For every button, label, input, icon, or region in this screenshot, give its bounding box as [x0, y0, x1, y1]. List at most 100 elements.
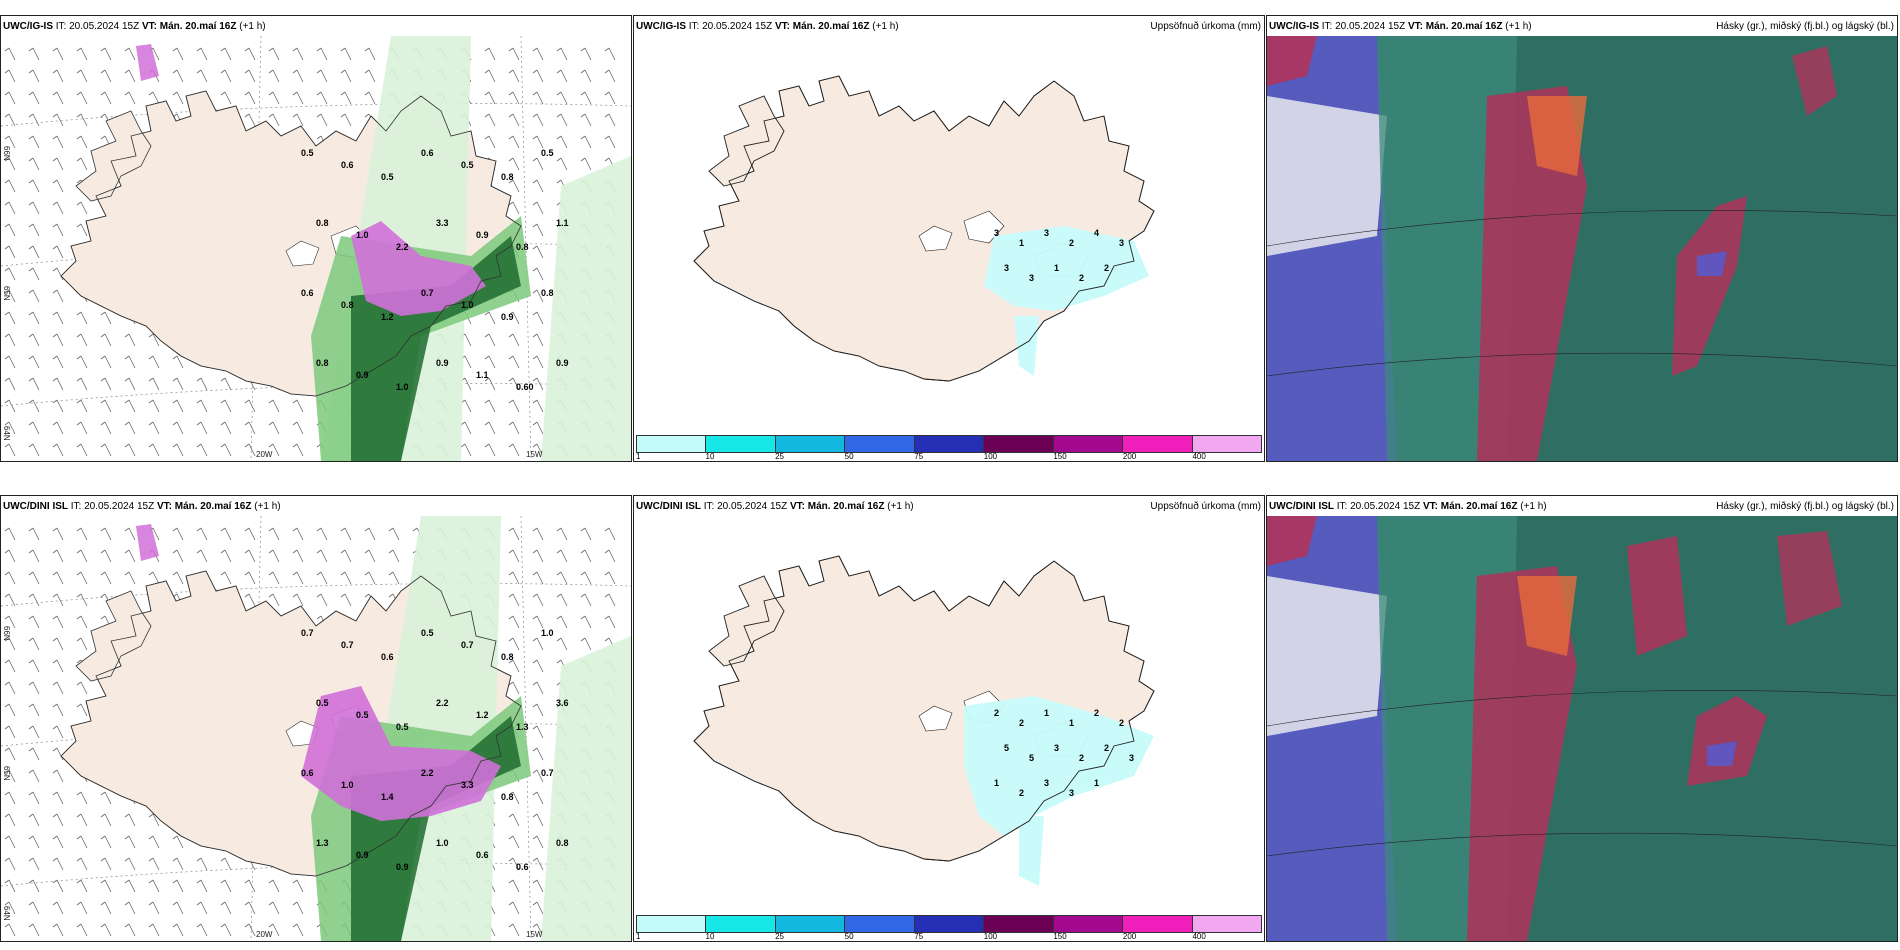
precip-value-label: 3.6 — [556, 698, 569, 708]
panel-row1-accum-precip: UWC/IG-IS IT: 20.05.2024 15Z VT: Mán. 20… — [633, 15, 1265, 462]
accum-value-label: 3 — [994, 228, 999, 238]
colorbar-label: 75 — [914, 932, 924, 941]
valid-time-label: VT: Mán. 20.maí 16Z — [789, 501, 885, 512]
lead-time-label: (+1 h) — [1520, 501, 1547, 512]
precip-value-label: 0.8 — [501, 172, 514, 182]
colorbar-swatch — [706, 436, 776, 452]
precip-value-label: 1.0 — [356, 230, 369, 240]
accum-value-label: 2 — [1104, 263, 1109, 273]
precip-value-label: 0.5 — [396, 722, 409, 732]
colorbar-swatch — [1123, 436, 1193, 452]
field-label: Hásky (gr.), miðský (fj.bl.) og lágský (… — [1716, 501, 1894, 512]
valid-time-label: VT: Mán. 20.maí 16Z — [141, 21, 237, 32]
map-accum-precip: 3 1 3 2 4 3 3 3 1 2 2 — [634, 36, 1264, 429]
colorbar-swatch — [984, 436, 1054, 452]
colorbar: 1 10 25 50 75 100 150 200 400 — [634, 433, 1264, 461]
model-label: UWC/DINI ISL — [636, 501, 701, 512]
precip-value-label: 0.5 — [301, 148, 314, 158]
colorbar-label: 10 — [705, 452, 715, 461]
precip-value-label: 0.8 — [556, 838, 569, 848]
precip-value-label: 0.7 — [341, 640, 354, 650]
precip-value-label: 0.6 — [381, 652, 394, 662]
precip-value-label: 1.0 — [461, 300, 474, 310]
cloud-field — [1267, 516, 1842, 941]
precip-value-label: 1.0 — [541, 628, 554, 638]
colorbar-swatch — [845, 916, 915, 932]
precip-value-label: 0.8 — [341, 300, 354, 310]
panel-row1-cloud-cover: UWC/IG-IS IT: 20.05.2024 15Z VT: Mán. 20… — [1266, 15, 1898, 462]
colorbar-swatch — [637, 436, 707, 452]
precip-value-label: 1.1 — [476, 370, 489, 380]
panel-row2-cloud-cover: UWC/DINI ISL IT: 20.05.2024 15Z VT: Mán.… — [1266, 495, 1898, 942]
precip-value-label: 0.6 — [341, 160, 354, 170]
accum-value-label: 2 — [994, 708, 999, 718]
lat-label: 66N — [2, 626, 11, 641]
precip-value-label: 0.5 — [461, 160, 474, 170]
precip-value-labels: 0.5 0.6 0.5 0.6 0.5 0.8 0.5 0.8 1.0 2.2 3.3 0.9 0.8 1… — [301, 148, 569, 392]
colorbar-label: 150 — [1053, 932, 1067, 941]
lead-time-label: (+1 h) — [239, 21, 266, 32]
panel-row2-precip-wind: UWC/DINI ISL IT: 20.05.2024 15Z VT: Mán.… — [0, 495, 632, 942]
precip-value-label: 0.6 — [476, 850, 489, 860]
colorbar-label: 100 — [983, 932, 998, 941]
colorbar-label: 1 — [636, 452, 641, 461]
field-label: Uppsöfnuð úrkoma (mm) — [1150, 21, 1261, 32]
colorbar-label: 25 — [775, 452, 785, 461]
panel-title: UWC/IG-IS IT: 20.05.2024 15Z VT: Mán. 20… — [636, 21, 899, 32]
init-time-label: IT: 20.05.2024 15Z — [688, 21, 773, 32]
model-label: UWC/IG-IS — [636, 21, 686, 32]
precip-value-label: 1.2 — [476, 710, 489, 720]
precip-value-label: 1.0 — [396, 382, 409, 392]
valid-time-label: VT: Mán. 20.maí 16Z — [156, 501, 252, 512]
field-label: Uppsöfnuð úrkoma (mm) — [1150, 501, 1261, 512]
precip-value-label: 0.5 — [316, 698, 329, 708]
precip-value-label: 0.5 — [381, 172, 394, 182]
precip-value-label: 0.9 — [556, 358, 569, 368]
precip-value-label: 1.3 — [516, 722, 529, 732]
colorbar-label: 50 — [844, 452, 854, 461]
colorbar-label: 200 — [1122, 932, 1137, 941]
colorbar-swatch — [775, 436, 846, 452]
precip-value-label: 0.8 — [316, 358, 329, 368]
precip-value-label: 0.8 — [541, 288, 554, 298]
colorbar-swatches — [636, 915, 1262, 933]
precip-value-labels: 0.7 0.7 0.6 0.5 0.7 0.8 1.0 0.5 0.5 0.5 2.2 1.2 1.3 3… — [301, 628, 569, 872]
precip-value-label: 0.8 — [316, 218, 329, 228]
accum-value-label: 5 — [1004, 743, 1009, 753]
lat-label: 64N — [2, 906, 11, 921]
colorbar-label: 100 — [983, 452, 998, 461]
colorbar-swatches — [636, 435, 1262, 453]
colorbar-swatch — [637, 916, 707, 932]
model-label: UWC/IG-IS — [1269, 21, 1319, 32]
colorbar-label: 400 — [1192, 932, 1206, 941]
panel-row1-precip-wind: UWC/IG-IS IT: 20.05.2024 15Z VT: Mán. 20… — [0, 15, 632, 462]
lon-label: 15W — [526, 930, 543, 939]
accum-value-label: 1 — [1054, 263, 1059, 273]
map-cloud-cover — [1267, 36, 1897, 461]
precip-value-label: 0.9 — [436, 358, 449, 368]
precip-value-label: 0.5 — [541, 148, 554, 158]
colorbar-labels: 1 10 25 50 75 100 150 200 400 — [636, 452, 1262, 461]
valid-time-label: VT: Mán. 20.maí 16Z — [1407, 21, 1503, 32]
lead-time-label: (+1 h) — [1505, 21, 1532, 32]
precip-value-label: 2.2 — [421, 768, 434, 778]
cloud-field — [1267, 36, 1837, 461]
init-time-label: IT: 20.05.2024 15Z — [1336, 501, 1421, 512]
panel-title: UWC/DINI ISL IT: 20.05.2024 15Z VT: Mán.… — [1269, 501, 1547, 512]
accum-value-label: 2 — [1119, 718, 1124, 728]
colorbar-label: 1 — [636, 932, 641, 941]
map-precip-wind: 0.5 0.6 0.5 0.6 0.5 0.8 0.5 0.8 1.0 2.2 3.3 0.9 0.8 1… — [1, 36, 631, 461]
precip-value-label: 3.3 — [436, 218, 449, 228]
precip-field — [136, 36, 631, 461]
precip-value-label: 0.7 — [461, 640, 474, 650]
lat-label: 65N — [2, 766, 11, 781]
colorbar-swatch — [1053, 916, 1124, 932]
lon-label: 20W — [256, 450, 273, 459]
precip-value-label: 0.7 — [421, 288, 434, 298]
accum-value-label: 1 — [1094, 778, 1099, 788]
map-cloud-cover — [1267, 516, 1897, 941]
lon-label: 15W — [526, 450, 543, 459]
colorbar-swatch — [845, 436, 915, 452]
accum-field — [984, 226, 1149, 376]
field-label: Hásky (gr.), miðský (fj.bl.) og lágský (… — [1716, 21, 1894, 32]
